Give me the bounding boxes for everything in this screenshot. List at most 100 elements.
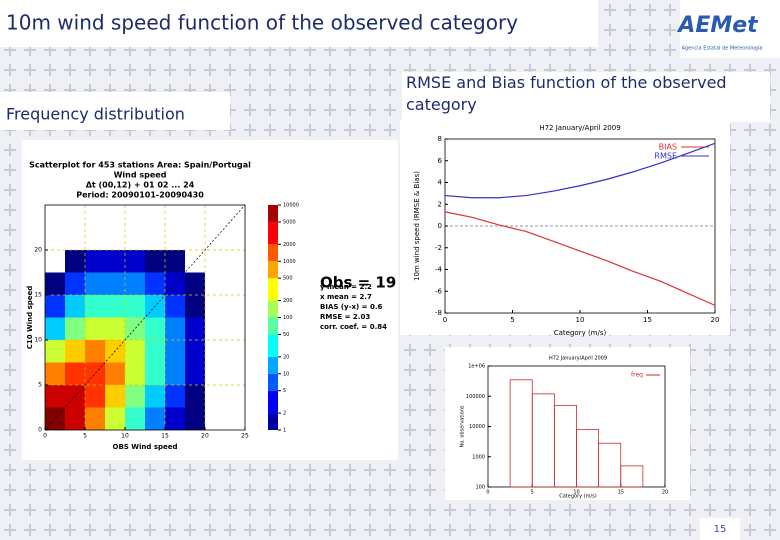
heatmap-cell (65, 250, 85, 273)
heatmap-cell (185, 407, 205, 430)
heatmap-cell (125, 250, 145, 273)
x-tick-label: 20 (201, 433, 209, 440)
heatmap-cell (165, 250, 185, 273)
heatmap-cell (85, 340, 105, 363)
heatmap-cell (185, 362, 205, 385)
x-tick-label: 10 (573, 490, 579, 496)
x-axis-label: Category (m/s) (554, 329, 607, 337)
x-tick-label: 5 (531, 490, 534, 496)
heatmap-cell (85, 272, 105, 295)
heatmap-chart: Scatterplot for 453 stations Area: Spain… (26, 161, 396, 452)
colorbar-label: 10 (283, 371, 289, 377)
x-tick-label: 15 (618, 490, 624, 496)
heatmap-cell (105, 317, 125, 340)
heatmap-cell (145, 362, 165, 385)
chart-title: Scatterplot for 453 stations Area: Spain… (29, 161, 251, 170)
stat: x mean = 2.7 (320, 293, 372, 301)
heatmap-cell (85, 317, 105, 340)
y-tick-label: 0 (438, 222, 442, 230)
x-tick-label: 0 (443, 316, 447, 324)
chart-title: Wind speed (114, 171, 167, 180)
series-line (444, 211, 716, 306)
page-number: 15 (714, 524, 727, 535)
heatmap-cell (65, 407, 85, 430)
slide-title: 10m wind speed function of the observed … (6, 11, 518, 35)
chart-title: H72 January/April 2009 (549, 356, 607, 362)
heatmap-cell (85, 407, 105, 430)
colorbar-segment (268, 300, 278, 318)
colorbar-segment (268, 390, 278, 414)
colorbar-segment (268, 334, 278, 357)
stat: y mean = 2.2 (320, 283, 372, 291)
heatmap-cell (145, 385, 165, 408)
y-tick-label: -4 (435, 266, 443, 274)
heatmap-cell (165, 407, 185, 430)
heatmap-cell (185, 272, 205, 295)
y-tick-label: 4 (438, 179, 443, 187)
colorbar-segment (268, 221, 278, 245)
colorbar-segment (268, 244, 278, 262)
heatmap-cell (105, 407, 125, 430)
heading-box (402, 72, 770, 122)
heatmap-cell (145, 272, 165, 295)
y-tick-label: 10000 (469, 424, 485, 430)
y-tick-label: 1000 (472, 454, 485, 460)
colorbar-label: 20 (283, 354, 289, 360)
heading-box (0, 92, 230, 130)
heatmap-cell (185, 385, 205, 408)
x-tick-label: 5 (83, 433, 87, 440)
y-tick-label: 1e+06 (468, 364, 485, 370)
y-tick-label: 20 (34, 247, 42, 254)
heatmap-cell (65, 272, 85, 295)
heatmap-cell (105, 295, 125, 318)
heatmap-cell (125, 317, 145, 340)
y-tick-label: -2 (435, 244, 442, 252)
colorbar-segment (268, 261, 278, 279)
heatmap-cell (85, 362, 105, 385)
heatmap-cell (65, 340, 85, 363)
heatmap-cell (105, 385, 125, 408)
heatmap-cell (45, 295, 65, 318)
x-tick-label: 20 (711, 316, 720, 324)
y-axis-label: C10 Wind speed (26, 286, 34, 350)
right-heading: RMSE and Bias function of the observed c… (406, 73, 727, 114)
legend-label: BIAS (659, 143, 677, 152)
histogram-bar (620, 465, 644, 488)
y-tick-label: 100 (475, 485, 485, 491)
stat: BIAS (y-x) = 0.6 (320, 303, 382, 311)
heatmap-cell (45, 272, 65, 295)
colorbar-label: 1000 (283, 259, 296, 265)
heatmap-cell (185, 340, 205, 363)
x-tick-label: 0 (486, 490, 489, 496)
y-tick-label: 6 (438, 157, 443, 165)
colorbar-label: 1 (283, 428, 286, 434)
heatmap-cell (85, 250, 105, 273)
x-tick-label: 5 (510, 316, 514, 324)
heatmap-cell (45, 362, 65, 385)
x-tick-label: 25 (241, 433, 249, 440)
chart-title: Δt (00,12) + 01 02 ... 24 (86, 181, 195, 190)
y-tick-label: 10 (34, 337, 42, 344)
plot-frame (44, 204, 246, 431)
heatmap-cell (165, 385, 185, 408)
colorbar-segment (268, 205, 278, 222)
histogram-panel (445, 347, 690, 500)
histogram-chart: H72 January/April 2009 0 5 10 15 20 1e+06 10000… (460, 356, 669, 500)
heatmap-cell (105, 250, 125, 273)
y-tick-label: 8 (438, 135, 442, 143)
heatmap-cell (165, 317, 185, 340)
right-heading-box: RMSE and Bias function of the observed c… (406, 73, 727, 114)
heatmap-cell (125, 407, 145, 430)
colorbar-label: 10000 (283, 203, 299, 209)
stat-obs: Obs = 19 (320, 274, 396, 292)
y-tick-label: -8 (435, 309, 442, 317)
colorbar-label: 100 (283, 315, 293, 321)
colorbar-segment (268, 317, 278, 335)
colorbar-label: 2000 (283, 242, 296, 248)
left-heading: Frequency distribution (6, 105, 185, 124)
line-chart: H72 January/April 2009 0 5 10 15 20 -8 -6 -4 -2 0 2… (413, 124, 719, 337)
x-tick-label: 20 (662, 490, 668, 496)
colorbar-label: 5000 (283, 219, 296, 225)
heatmap-cell (105, 362, 125, 385)
